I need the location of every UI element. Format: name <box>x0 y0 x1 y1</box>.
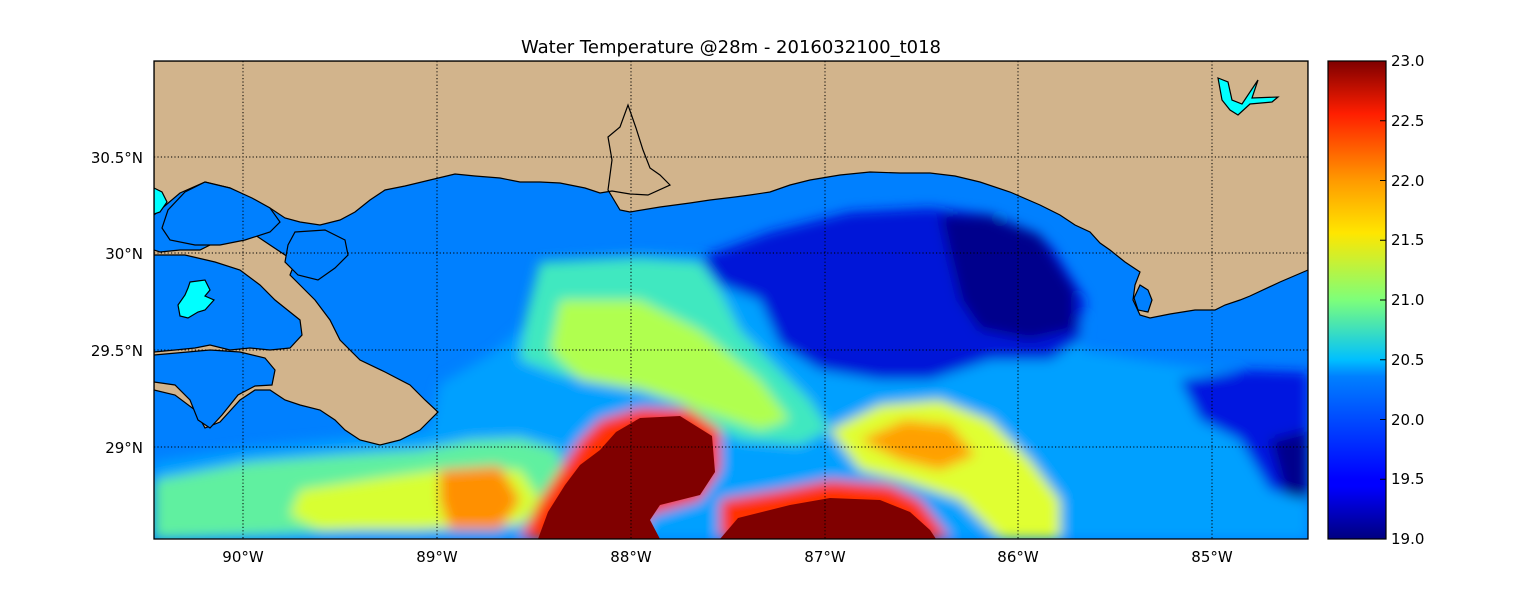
colorbar-ticks <box>1380 120 1386 480</box>
colorbar: 23.0 22.5 22.0 21.5 21.0 20.5 20.0 19.5 … <box>1327 52 1424 548</box>
colorbar-tick-label: 22.0 <box>1391 172 1424 190</box>
colorbar-gradient <box>1327 60 1387 540</box>
map-area <box>154 61 1308 539</box>
x-tick-label: 86°W <box>997 548 1039 566</box>
warm-core <box>538 416 936 539</box>
y-tick-label: 30°N <box>105 245 143 263</box>
graticule <box>154 61 1308 539</box>
x-tick-label: 85°W <box>1191 548 1233 566</box>
colorbar-tick-label: 22.5 <box>1391 112 1424 130</box>
x-tick-label: 87°W <box>804 548 846 566</box>
x-tick-label: 89°W <box>416 548 458 566</box>
x-tick-labels: 90°W 89°W 88°W 87°W 86°W 85°W <box>222 548 1233 566</box>
colorbar-tick-label: 20.0 <box>1391 411 1424 429</box>
colorbar-tick-label: 21.5 <box>1391 231 1424 249</box>
x-tick-label: 88°W <box>610 548 652 566</box>
lakes <box>154 77 1280 319</box>
colorbar-tick-label: 19.5 <box>1391 470 1424 488</box>
colorbar-tick-label: 23.0 <box>1391 52 1424 70</box>
map-frame <box>153 60 1309 540</box>
colorbar-tick-label: 21.0 <box>1391 291 1424 309</box>
colorbar-tick-label: 20.5 <box>1391 351 1424 369</box>
map-title: Water Temperature @28m - 2016032100_t018 <box>521 37 941 58</box>
y-tick-labels: 30.5°N 30°N 29.5°N 29°N <box>91 149 143 457</box>
x-tick-label: 90°W <box>222 548 264 566</box>
y-tick-label: 30.5°N <box>91 149 143 167</box>
y-tick-label: 29°N <box>105 439 143 457</box>
inner-water <box>154 181 1153 429</box>
colorbar-tick-label: 19.0 <box>1391 530 1424 548</box>
y-tick-label: 29.5°N <box>91 342 143 360</box>
